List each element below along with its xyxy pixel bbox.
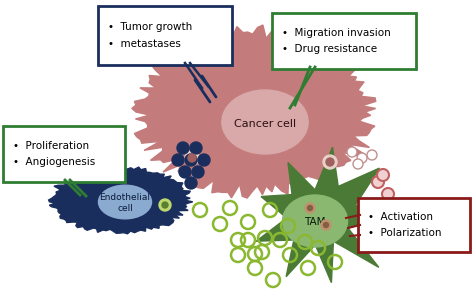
Circle shape [159, 199, 171, 211]
Circle shape [375, 227, 389, 241]
Text: Endothelial
cell: Endothelial cell [100, 193, 151, 214]
Circle shape [198, 154, 210, 166]
Circle shape [179, 166, 191, 178]
Circle shape [172, 154, 184, 166]
Circle shape [192, 166, 204, 178]
Ellipse shape [99, 185, 152, 219]
Circle shape [382, 188, 394, 200]
Circle shape [177, 142, 189, 154]
Text: •  Migration invasion
•  Drug resistance: • Migration invasion • Drug resistance [282, 28, 391, 54]
Circle shape [162, 202, 168, 208]
Circle shape [190, 142, 202, 154]
Polygon shape [49, 166, 193, 234]
Ellipse shape [283, 195, 347, 247]
FancyBboxPatch shape [3, 126, 125, 182]
Polygon shape [132, 25, 376, 198]
FancyBboxPatch shape [98, 6, 232, 65]
Circle shape [305, 203, 315, 213]
Circle shape [308, 205, 312, 210]
Circle shape [353, 159, 363, 169]
Circle shape [326, 158, 334, 166]
Text: TAM: TAM [304, 217, 326, 227]
Circle shape [188, 154, 196, 162]
Circle shape [381, 213, 395, 227]
Circle shape [347, 147, 357, 157]
Circle shape [185, 151, 199, 165]
Text: •  Tumor growth
•  metastases: • Tumor growth • metastases [108, 22, 192, 49]
Circle shape [357, 153, 367, 163]
Circle shape [377, 169, 389, 181]
Text: •  Activation
•  Polarization: • Activation • Polarization [368, 212, 441, 238]
Ellipse shape [222, 90, 308, 154]
Polygon shape [256, 147, 382, 283]
Text: Cancer cell: Cancer cell [234, 119, 296, 129]
FancyBboxPatch shape [272, 13, 416, 69]
Circle shape [185, 177, 197, 189]
Circle shape [368, 203, 382, 217]
Circle shape [321, 220, 331, 230]
Circle shape [323, 155, 337, 169]
Circle shape [367, 150, 377, 160]
Circle shape [372, 176, 384, 188]
Text: •  Proliferation
•  Angiogenesis: • Proliferation • Angiogenesis [13, 141, 95, 167]
Circle shape [363, 217, 377, 231]
Circle shape [185, 154, 197, 166]
Circle shape [323, 223, 328, 227]
FancyBboxPatch shape [358, 198, 470, 252]
